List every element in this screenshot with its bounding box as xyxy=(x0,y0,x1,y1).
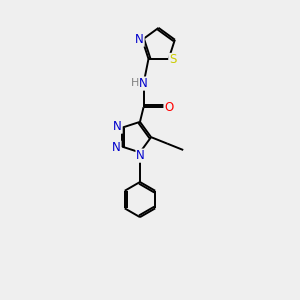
Text: N: N xyxy=(139,77,148,90)
Text: O: O xyxy=(164,100,173,114)
Text: H: H xyxy=(130,77,139,88)
Text: N: N xyxy=(135,33,144,46)
Text: N: N xyxy=(112,141,121,154)
Text: S: S xyxy=(169,53,176,66)
Text: N: N xyxy=(113,120,122,133)
Text: N: N xyxy=(136,149,145,162)
